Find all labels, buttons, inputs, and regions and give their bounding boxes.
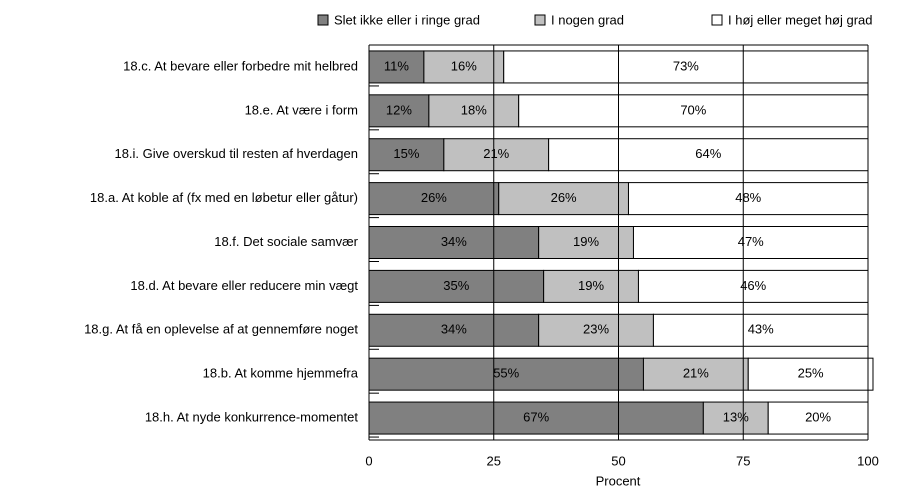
y-tick-label: 18.a. At koble af (fx med en løbetur ell… — [90, 190, 358, 205]
y-tick-label: 18.h. At nyde konkurrence-momentet — [145, 409, 359, 424]
bar-segment — [498, 182, 629, 216]
data-label: 15% — [393, 146, 419, 161]
y-tick-label: 18.f. Det sociale samvær — [214, 234, 358, 249]
data-label: 64% — [695, 146, 721, 161]
bar-segment — [632, 226, 869, 259]
bar-segment — [368, 357, 644, 391]
bar-segment — [368, 182, 500, 216]
x-tick-label: 50 — [611, 453, 625, 468]
data-label: 26% — [421, 190, 447, 205]
data-label: 13% — [723, 409, 749, 424]
y-tick-label: 18.b. At komme hjemmefra — [203, 366, 359, 381]
legend-label: I høj eller meget høj grad — [728, 12, 873, 27]
legend-label: I nogen grad — [551, 12, 624, 27]
legend-swatch — [711, 14, 723, 26]
legend-swatch — [534, 14, 546, 26]
data-label: 23% — [583, 322, 609, 337]
x-tick-label: 75 — [736, 453, 750, 468]
legend-label: Slet ikke eller i ringe grad — [334, 12, 480, 27]
data-label: 43% — [748, 322, 774, 337]
x-tick-label: 0 — [365, 453, 372, 468]
data-label: 55% — [493, 366, 519, 381]
data-label: 34% — [441, 234, 467, 249]
bar-segment — [443, 138, 550, 172]
bar-segment — [767, 401, 869, 435]
x-tick-label: 100 — [857, 453, 879, 468]
x-axis-label: Procent — [596, 473, 641, 488]
data-label: 70% — [680, 102, 706, 117]
data-label: 46% — [740, 278, 766, 293]
data-label: 67% — [523, 409, 549, 424]
y-tick-label: 18.i. Give overskud til resten af hverda… — [114, 146, 358, 161]
data-label: 26% — [551, 190, 577, 205]
x-tick-label: 25 — [487, 453, 501, 468]
data-label: 18% — [461, 102, 487, 117]
y-tick-label: 18.e. At være i form — [245, 102, 358, 117]
data-label: 12% — [386, 102, 412, 117]
bar-segment — [747, 357, 874, 391]
bar-segment — [368, 313, 540, 347]
y-tick-label: 18.c. At bevare eller forbedre mit helbr… — [123, 58, 358, 73]
data-label: 21% — [683, 366, 709, 381]
data-label: 11% — [384, 58, 409, 73]
bar-segment — [368, 401, 704, 435]
data-label: 35% — [443, 278, 469, 293]
data-label: 48% — [735, 190, 761, 205]
data-label: 47% — [738, 234, 764, 249]
data-label: 20% — [805, 409, 831, 424]
y-tick-label: 18.g. At få en oplevelse af at gennemfør… — [84, 322, 358, 337]
legend-swatch — [317, 14, 329, 26]
bar-segment — [652, 313, 869, 347]
bar-segment — [642, 357, 749, 391]
bar-segment — [627, 182, 869, 216]
data-label: 21% — [483, 146, 509, 161]
bar-segment — [543, 269, 639, 303]
bar-segment — [503, 50, 869, 84]
data-label: 25% — [798, 366, 824, 381]
data-label: 34% — [441, 322, 467, 337]
y-tick-label: 18.d. At bevare eller reducere min vægt — [130, 278, 358, 293]
bar-segment — [702, 401, 769, 435]
bar-segment — [423, 50, 505, 84]
bar-segment — [637, 269, 869, 303]
data-label: 16% — [451, 58, 477, 73]
bar-segment — [548, 138, 869, 172]
data-label: 19% — [573, 234, 599, 249]
bar-segment — [538, 313, 654, 347]
bar-segment — [518, 94, 869, 128]
data-label: 19% — [578, 278, 604, 293]
data-label: 73% — [673, 58, 699, 73]
